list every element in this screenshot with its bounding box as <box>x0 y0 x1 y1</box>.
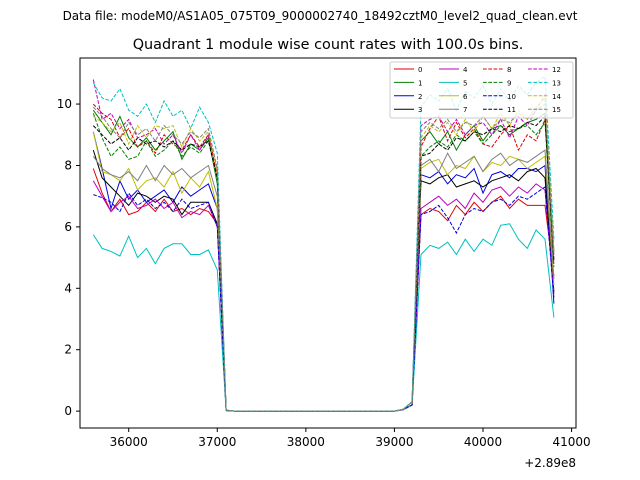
legend-box <box>389 61 574 119</box>
legend-label-3: 3 <box>418 106 422 114</box>
legend-label-7: 7 <box>463 106 467 114</box>
series-line-6 <box>92 131 555 412</box>
series-line-9 <box>92 113 555 412</box>
axes-frame <box>79 57 577 429</box>
y-tick-label: 0 <box>64 404 72 418</box>
y-tick-label: 4 <box>64 281 72 295</box>
x-tick-label: 36000 <box>110 435 148 449</box>
legend-label-10: 10 <box>507 93 516 101</box>
x-axis: 36000 37000 38000 39000 40000 41000 <box>110 428 591 449</box>
series-line-4 <box>92 180 555 412</box>
y-tick-label: 2 <box>64 343 72 357</box>
x-tick-label: 38000 <box>287 435 325 449</box>
x-tick-label: 37000 <box>198 435 236 449</box>
legend-label-4: 4 <box>463 66 468 74</box>
legend-label-6: 6 <box>463 93 468 101</box>
y-axis: 0 2 4 6 8 10 <box>57 97 80 418</box>
legend-label-2: 2 <box>418 93 422 101</box>
legend-label-14: 14 <box>552 93 561 101</box>
series-line-13 <box>92 75 555 412</box>
series-line-5 <box>92 223 555 412</box>
legend-label-15: 15 <box>552 106 561 114</box>
series-line-14 <box>93 96 555 412</box>
series-line-10 <box>93 186 555 412</box>
y-tick-label: 6 <box>64 220 72 234</box>
legend-label-8: 8 <box>507 66 511 74</box>
x-tick-label: 41000 <box>552 435 590 449</box>
series-line-12 <box>92 79 555 412</box>
series-line-11 <box>92 115 555 412</box>
x-offset-label: +2.89e8 <box>524 456 576 470</box>
legend-label-11: 11 <box>507 106 516 114</box>
legend-label-5: 5 <box>463 79 467 87</box>
x-tick-label: 39000 <box>375 435 413 449</box>
legend-label-9: 9 <box>507 79 511 87</box>
chart-title: Quadrant 1 module wise count rates with … <box>133 37 524 53</box>
legend-label-12: 12 <box>552 66 561 74</box>
plot-lines <box>92 75 555 412</box>
legend-label-0: 0 <box>418 66 422 74</box>
series-line-1 <box>92 109 555 412</box>
figure-suptitle: Data file: modeM0/AS1A05_075T09_90000027… <box>63 9 578 23</box>
x-tick-label: 40000 <box>464 435 502 449</box>
series-line-15 <box>92 103 555 412</box>
series-line-0 <box>92 168 555 412</box>
legend-label-13: 13 <box>552 79 561 87</box>
series-line-8 <box>92 103 555 412</box>
y-tick-label: 10 <box>57 97 72 111</box>
y-tick-label: 8 <box>64 158 72 172</box>
series-line-2 <box>92 131 555 412</box>
legend-label-1: 1 <box>418 79 422 87</box>
